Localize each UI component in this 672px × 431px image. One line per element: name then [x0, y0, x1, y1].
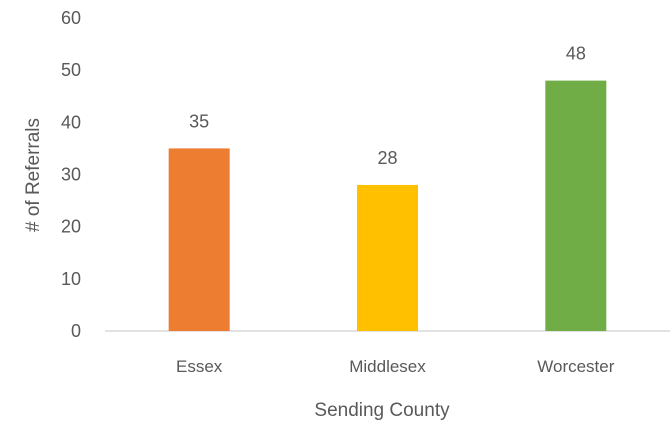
y-tick-label: 40 — [61, 112, 81, 132]
y-axis-tick-labels: 0 10 20 30 40 50 60 — [61, 8, 81, 341]
bar-middlesex — [357, 184, 418, 331]
y-tick-label: 10 — [61, 269, 81, 289]
y-tick-label: 50 — [61, 60, 81, 80]
bar-worcester — [545, 80, 607, 331]
x-axis-title: Sending County — [314, 400, 450, 421]
data-labels: 35 28 48 — [189, 44, 586, 168]
bar-essex — [168, 148, 230, 331]
x-axis-tick-labels: Essex Middlesex Worcester — [176, 357, 615, 376]
x-tick-label-middlesex: Middlesex — [349, 357, 426, 376]
bars — [168, 80, 607, 331]
data-label-essex: 35 — [189, 111, 209, 131]
data-label-middlesex: 28 — [377, 148, 397, 168]
y-tick-label: 0 — [71, 321, 81, 341]
y-tick-label: 60 — [61, 8, 81, 28]
data-label-worcester: 48 — [566, 44, 586, 64]
y-tick-label: 20 — [61, 217, 81, 237]
x-tick-label-worcester: Worcester — [537, 357, 614, 376]
y-axis-title: # of Referrals — [23, 118, 44, 232]
y-tick-label: 30 — [61, 165, 81, 185]
x-tick-label-essex: Essex — [176, 357, 223, 376]
